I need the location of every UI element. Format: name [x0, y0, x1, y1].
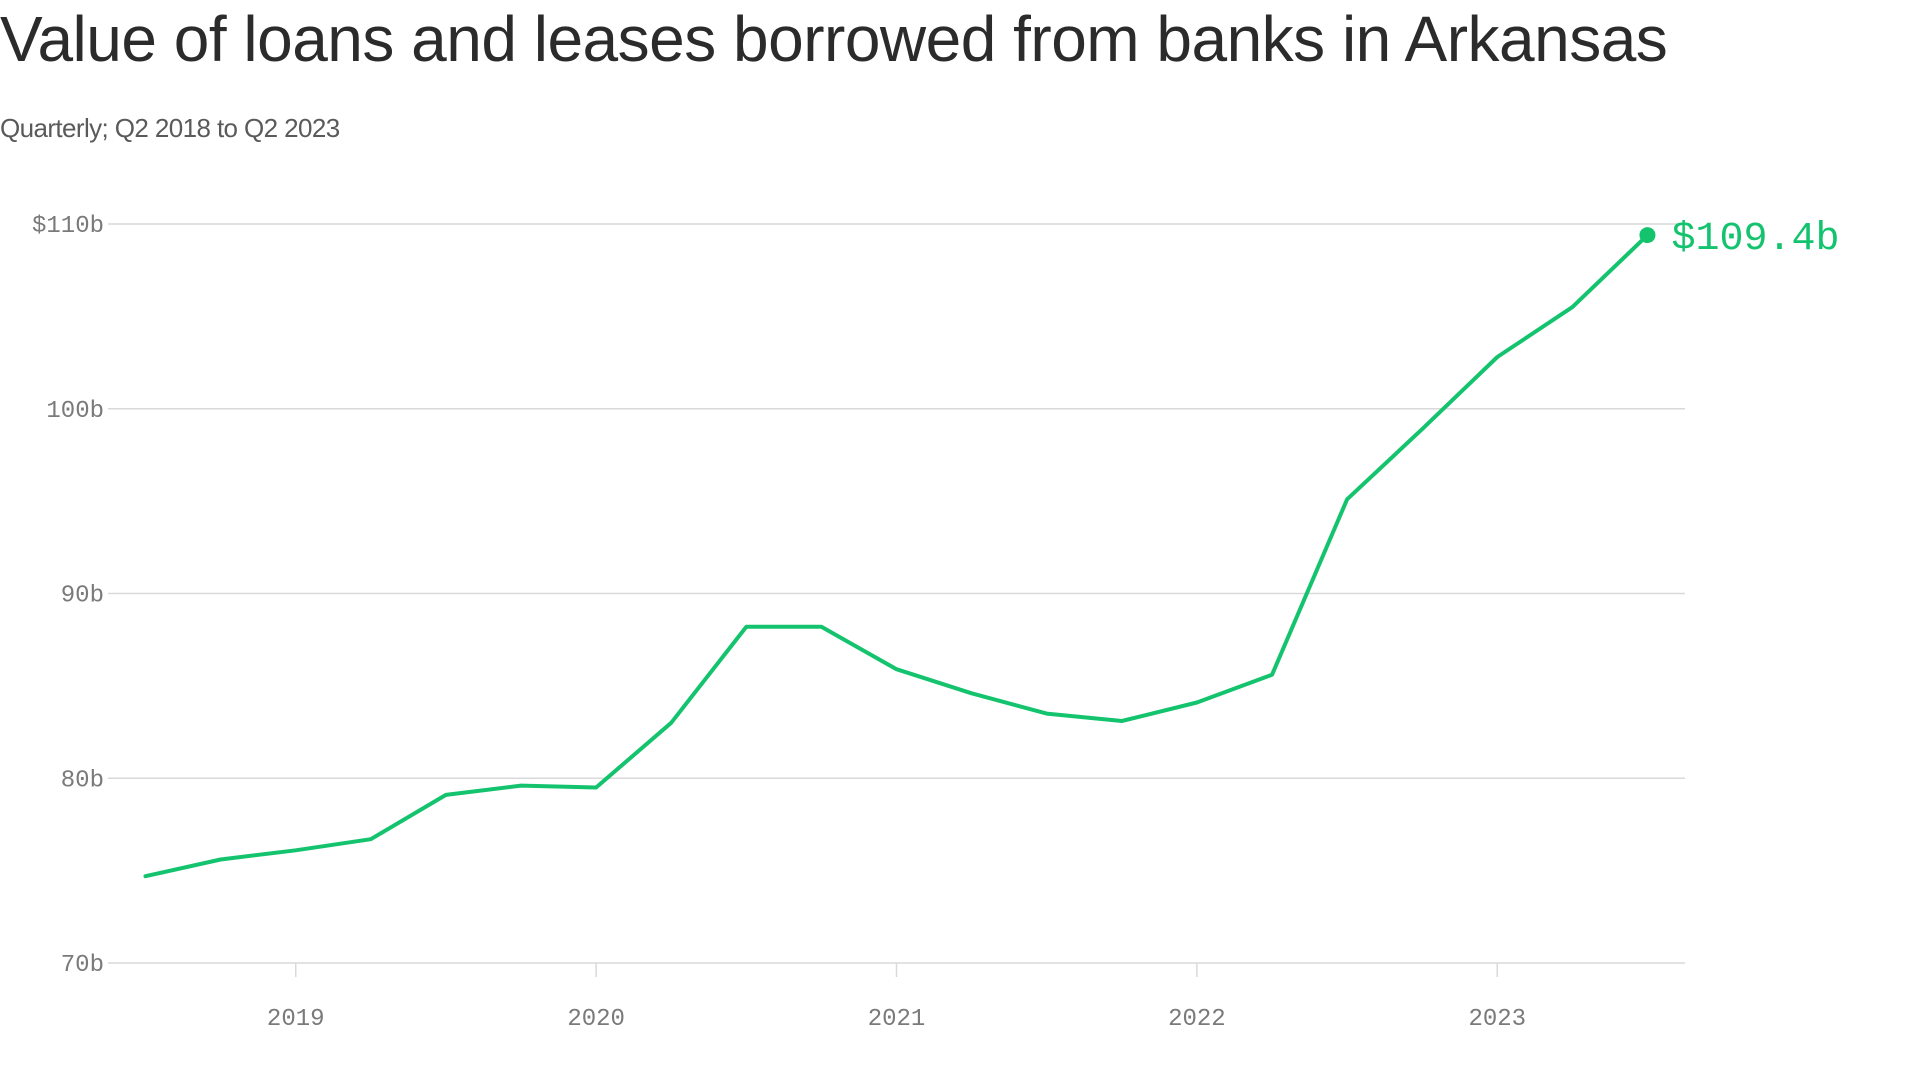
y-tick-label-80: 80b: [61, 767, 104, 794]
annotation-layer: $109.4b: [1639, 217, 1839, 262]
series-line-0: [143, 233, 1650, 879]
x-axis-ticks: 2019 2020 2021 2022 2023: [267, 963, 1526, 1033]
x-tick-label-2022: 2022: [1168, 1006, 1226, 1033]
chart-subtitle: Quarterly; Q2 2018 to Q2 2023: [0, 113, 340, 143]
x-tick-label-2019: 2019: [267, 1006, 325, 1033]
y-tick-label-100: 100b: [46, 398, 104, 425]
grid-lines: [108, 223, 1685, 964]
end-point-marker: [1639, 227, 1656, 244]
end-value-label: $109.4b: [1671, 217, 1839, 262]
y-axis-tick-labels: 70b 80b 90b 100b $110b: [32, 213, 104, 979]
series-layer: [143, 233, 1650, 879]
chart-title: Value of loans and leases borrowed from …: [0, 3, 1668, 75]
y-tick-label-110: $110b: [32, 213, 104, 240]
x-tick-label-2021: 2021: [868, 1006, 926, 1033]
x-tick-label-2020: 2020: [567, 1006, 625, 1033]
x-tick-label-2023: 2023: [1468, 1006, 1526, 1033]
y-tick-label-70: 70b: [61, 952, 104, 979]
y-tick-label-90: 90b: [61, 583, 104, 610]
